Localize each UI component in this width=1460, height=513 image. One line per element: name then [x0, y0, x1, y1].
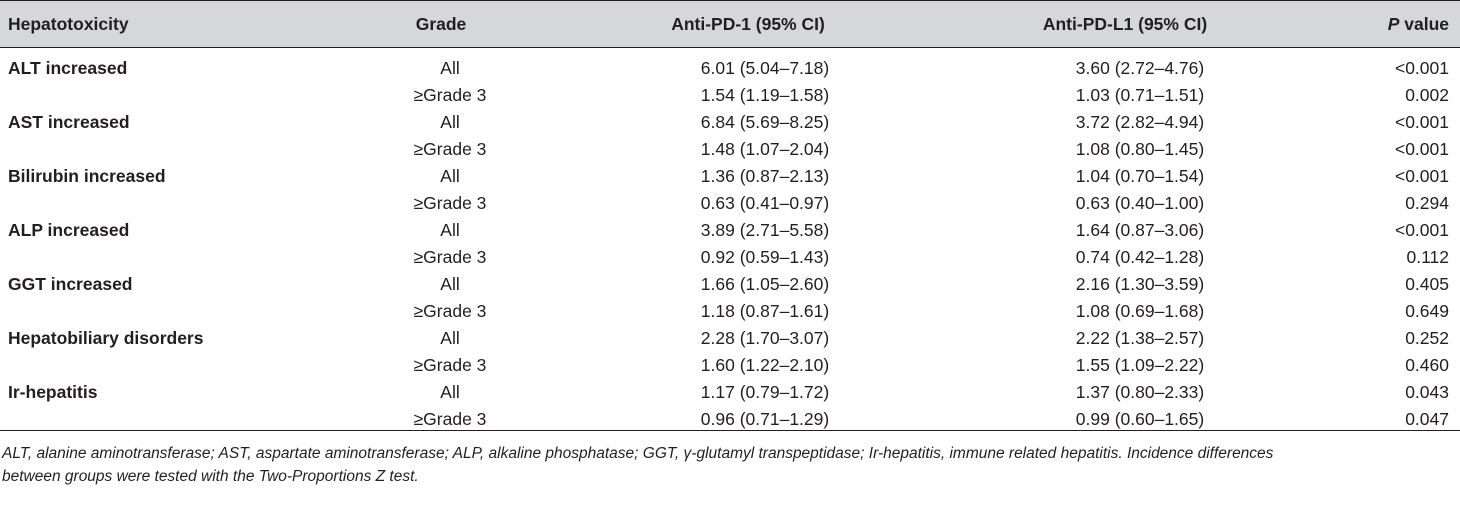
- cell-grade: All: [440, 58, 460, 78]
- cell-anti-pdl1: 2.16 (1.30–3.59): [1075, 274, 1205, 294]
- header-p-value: P value: [1300, 14, 1449, 34]
- table-row: ≥Grade 3 0.96 (0.71–1.29) 0.99 (0.60–1.65)…: [0, 406, 1460, 433]
- cell-anti-pdl1: 1.08 (0.69–1.68): [1075, 301, 1205, 321]
- cell-anti-pd1: 1.18 (0.87–1.61): [700, 301, 830, 321]
- hepatotoxicity-table: Hepatotoxicity Grade Anti-PD-1 (95% CI) …: [0, 0, 1460, 431]
- cell-hepatotoxicity: Hepatobiliary disorders: [8, 328, 204, 348]
- header-anti-pd1: Anti-PD-1 (95% CI): [671, 14, 825, 34]
- cell-anti-pd1: 0.63 (0.41–0.97): [700, 193, 830, 213]
- cell-anti-pd1: 1.66 (1.05–2.60): [700, 274, 830, 294]
- cell-anti-pdl1: 1.64 (0.87–3.06): [1075, 220, 1205, 240]
- cell-grade: All: [440, 382, 460, 402]
- table-row: GGT increased All 1.66 (1.05–2.60) 2.16 (1.…: [0, 271, 1460, 298]
- table-row: ≥Grade 3 1.18 (0.87–1.61) 1.08 (0.69–1.68)…: [0, 298, 1460, 325]
- cell-anti-pd1: 0.92 (0.59–1.43): [700, 247, 830, 267]
- cell-anti-pdl1: 0.63 (0.40–1.00): [1075, 193, 1205, 213]
- cell-anti-pdl1: 2.22 (1.38–2.57): [1075, 328, 1205, 348]
- cell-anti-pd1: 3.89 (2.71–5.58): [700, 220, 830, 240]
- cell-p-value: <0.001: [1394, 139, 1449, 159]
- cell-hepatotoxicity: ALT increased: [8, 58, 128, 78]
- header-p-suffix: value: [1399, 14, 1449, 34]
- cell-anti-pdl1: 1.03 (0.71–1.51): [1075, 85, 1205, 105]
- table-footnote: ALT, alanine aminotransferase; AST, aspa…: [2, 442, 1458, 488]
- table-row: ≥Grade 3 1.48 (1.07–2.04) 1.08 (0.80–1.45)…: [0, 136, 1460, 163]
- header-p-letter: P: [1387, 14, 1400, 34]
- table-row: ≥Grade 3 1.60 (1.22–2.10) 1.55 (1.09–2.22)…: [0, 352, 1460, 379]
- cell-grade: ≥Grade 3: [413, 85, 487, 105]
- cell-p-value: <0.001: [1394, 166, 1449, 186]
- cell-anti-pd1: 1.48 (1.07–2.04): [700, 139, 830, 159]
- table-row: Ir-hepatitis All 1.17 (0.79–1.72) 1.37 (0.8…: [0, 379, 1460, 406]
- table-header: Hepatotoxicity Grade Anti-PD-1 (95% CI) …: [0, 0, 1460, 48]
- table-row: ALP increased All 3.89 (2.71–5.58) 1.64 (0.…: [0, 217, 1460, 244]
- cell-anti-pd1: 0.96 (0.71–1.29): [700, 409, 830, 429]
- cell-p-value: 0.405: [1405, 274, 1449, 294]
- table-row: ≥Grade 3 0.92 (0.59–1.43) 0.74 (0.42–1.28)…: [0, 244, 1460, 271]
- cell-anti-pdl1: 1.08 (0.80–1.45): [1075, 139, 1205, 159]
- cell-grade: All: [440, 328, 460, 348]
- cell-anti-pdl1: 1.37 (0.80–2.33): [1075, 382, 1205, 402]
- table-row: Bilirubin increased All 1.36 (0.87–2.13) 1.…: [0, 163, 1460, 190]
- cell-anti-pd1: 1.17 (0.79–1.72): [700, 382, 830, 402]
- cell-hepatotoxicity: AST increased: [8, 112, 130, 132]
- cell-grade: ≥Grade 3: [413, 409, 487, 429]
- cell-p-value: <0.001: [1394, 220, 1449, 240]
- cell-hepatotoxicity: Bilirubin increased: [8, 166, 166, 186]
- header-hepatotoxicity: Hepatotoxicity: [8, 14, 129, 34]
- cell-p-value: 0.649: [1405, 301, 1449, 321]
- cell-p-value: 0.002: [1405, 85, 1449, 105]
- cell-p-value: <0.001: [1394, 112, 1449, 132]
- cell-p-value: 0.252: [1405, 328, 1449, 348]
- cell-anti-pd1: 2.28 (1.70–3.07): [700, 328, 830, 348]
- cell-grade: All: [440, 220, 460, 240]
- table-row: Hepatobiliary disorders All 2.28 (1.70–3.0…: [0, 325, 1460, 352]
- cell-anti-pd1: 1.60 (1.22–2.10): [700, 355, 830, 375]
- cell-grade: ≥Grade 3: [413, 301, 487, 321]
- header-grade: Grade: [415, 14, 467, 34]
- table-row: AST increased All 6.84 (5.69–8.25) 3.72 (2.…: [0, 109, 1460, 136]
- cell-grade: All: [440, 166, 460, 186]
- table-row: ≥Grade 3 1.54 (1.19–1.58) 1.03 (0.71–1.51)…: [0, 82, 1460, 109]
- header-anti-pdl1: Anti-PD-L1 (95% CI): [1042, 14, 1208, 34]
- cell-anti-pdl1: 3.72 (2.82–4.94): [1075, 112, 1205, 132]
- cell-grade: All: [440, 112, 460, 132]
- cell-p-value: 0.112: [1406, 247, 1450, 267]
- cell-anti-pdl1: 3.60 (2.72–4.76): [1075, 58, 1205, 78]
- cell-anti-pd1: 6.01 (5.04–7.18): [700, 58, 830, 78]
- cell-anti-pd1: 1.36 (0.87–2.13): [700, 166, 830, 186]
- table-row: ≥Grade 3 0.63 (0.41–0.97) 0.63 (0.40–1.00)…: [0, 190, 1460, 217]
- cell-grade: ≥Grade 3: [413, 193, 487, 213]
- cell-p-value: 0.043: [1405, 382, 1449, 402]
- cell-anti-pdl1: 1.04 (0.70–1.54): [1075, 166, 1205, 186]
- cell-p-value: <0.001: [1394, 58, 1449, 78]
- cell-anti-pdl1: 0.74 (0.42–1.28): [1075, 247, 1205, 267]
- cell-hepatotoxicity: Ir-hepatitis: [8, 382, 98, 402]
- cell-hepatotoxicity: ALP increased: [8, 220, 130, 240]
- cell-anti-pdl1: 0.99 (0.60–1.65): [1075, 409, 1205, 429]
- cell-grade: ≥Grade 3: [413, 139, 487, 159]
- footnote-line-2: between groups were tested with the Two-…: [2, 468, 419, 485]
- cell-grade: ≥Grade 3: [413, 247, 487, 267]
- cell-hepatotoxicity: GGT increased: [8, 274, 133, 294]
- cell-anti-pdl1: 1.55 (1.09–2.22): [1075, 355, 1205, 375]
- table-row: ALT increased All 6.01 (5.04–7.18) 3.60 (2.…: [0, 55, 1460, 82]
- cell-p-value: 0.460: [1405, 355, 1449, 375]
- cell-grade: ≥Grade 3: [413, 355, 487, 375]
- footnote-line-1: ALT, alanine aminotransferase; AST, aspa…: [2, 445, 1274, 462]
- cell-p-value: 0.294: [1405, 193, 1449, 213]
- cell-anti-pd1: 1.54 (1.19–1.58): [700, 85, 830, 105]
- table-body: ALT increased All 6.01 (5.04–7.18) 3.60 (2.…: [0, 48, 1460, 431]
- cell-anti-pd1: 6.84 (5.69–8.25): [700, 112, 830, 132]
- cell-p-value: 0.047: [1405, 409, 1449, 429]
- cell-grade: All: [440, 274, 460, 294]
